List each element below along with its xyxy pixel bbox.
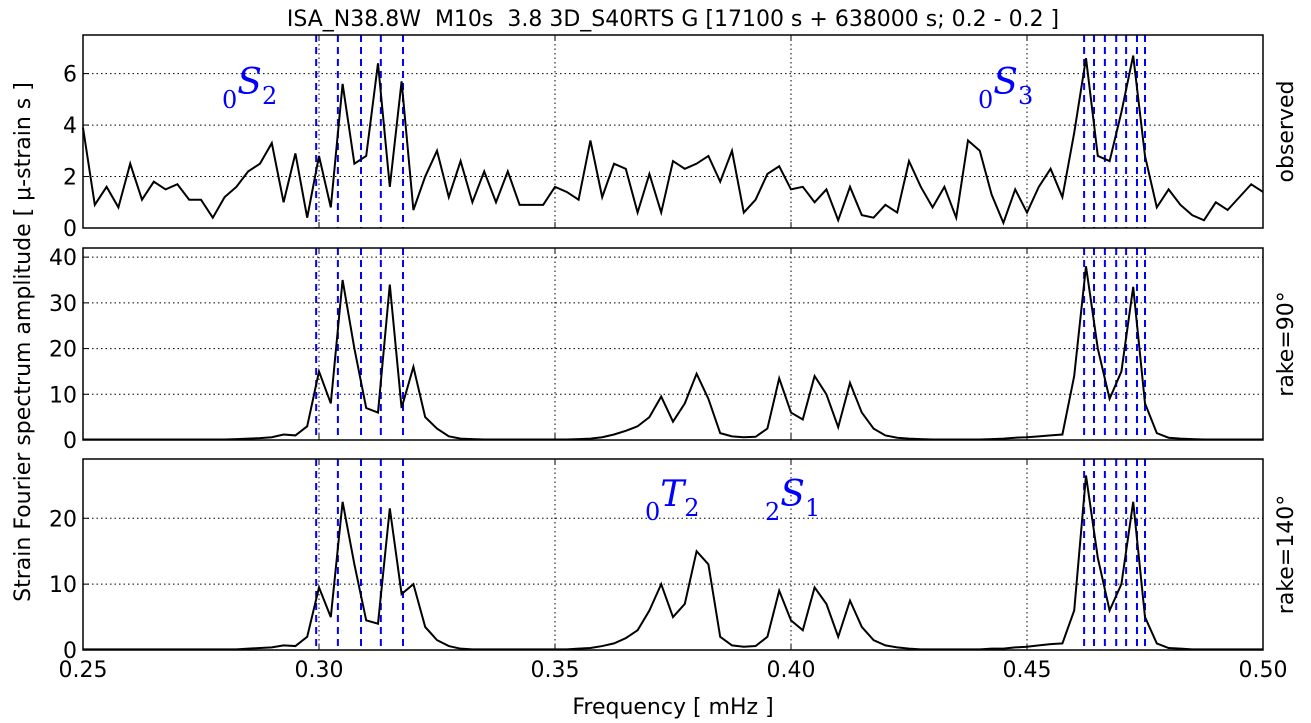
x-tick-label: 0.45 — [1003, 658, 1052, 683]
annotation-subscript: 3 — [1018, 82, 1033, 110]
y-tick-label: 30 — [49, 292, 77, 317]
y-tick-label: 2 — [63, 166, 77, 191]
data-line — [83, 266, 1263, 441]
annotation-subscript: 1 — [805, 494, 820, 522]
y-tick-label: 0 — [63, 639, 77, 664]
y-tick-label: 6 — [63, 63, 77, 88]
annotation-symbol: T — [660, 474, 687, 515]
annotation: 2S1 — [765, 474, 820, 526]
plot-frame — [82, 458, 1264, 651]
annotation: 0S2 — [222, 62, 277, 114]
data-line — [82, 55, 1264, 226]
x-tick-label: 0.35 — [531, 658, 580, 683]
x-tick-label: 0.50 — [1239, 658, 1288, 683]
y-tick-label: 0 — [63, 217, 77, 242]
plot-frame — [82, 34, 1264, 229]
series-label: rake=140° — [1274, 495, 1299, 614]
series-label: rake=90° — [1274, 291, 1299, 396]
annotation-symbol: S — [237, 62, 262, 103]
data-line — [83, 475, 1263, 651]
y-tick-label: 0 — [63, 429, 77, 454]
chart-title: ISA_N38.8W M10s 3.8 3D_S40RTS G [17100 s… — [287, 7, 1059, 32]
annotation: 0S3 — [978, 62, 1033, 114]
y-tick-label: 4 — [63, 114, 77, 139]
x-tick-label: 0.40 — [767, 658, 816, 683]
y-axis-label: Strain Fourier spectrum amplitude [ μ-st… — [11, 82, 36, 602]
y-tick-label: 40 — [49, 246, 77, 271]
series-label: observed — [1274, 81, 1299, 183]
annotation-subscript: 2 — [262, 82, 277, 110]
annotation-prefix: 2 — [765, 498, 780, 526]
x-tick-label: 0.30 — [295, 658, 344, 683]
plot-frame — [82, 247, 1264, 441]
annotation-symbol: S — [993, 62, 1018, 103]
x-tick-label: 0.25 — [59, 658, 108, 683]
annotation-prefix: 0 — [222, 86, 237, 114]
y-tick-label: 20 — [49, 338, 77, 363]
x-axis-label: Frequency [ mHz ] — [572, 695, 773, 720]
annotation-prefix: 0 — [645, 498, 660, 526]
annotation-subscript: 2 — [684, 494, 699, 522]
y-tick-label: 20 — [49, 507, 77, 532]
y-tick-label: 10 — [49, 573, 77, 598]
annotation-symbol: S — [780, 474, 805, 515]
annotation: 0T2 — [645, 474, 700, 526]
y-tick-label: 10 — [49, 383, 77, 408]
annotation-prefix: 0 — [978, 86, 993, 114]
